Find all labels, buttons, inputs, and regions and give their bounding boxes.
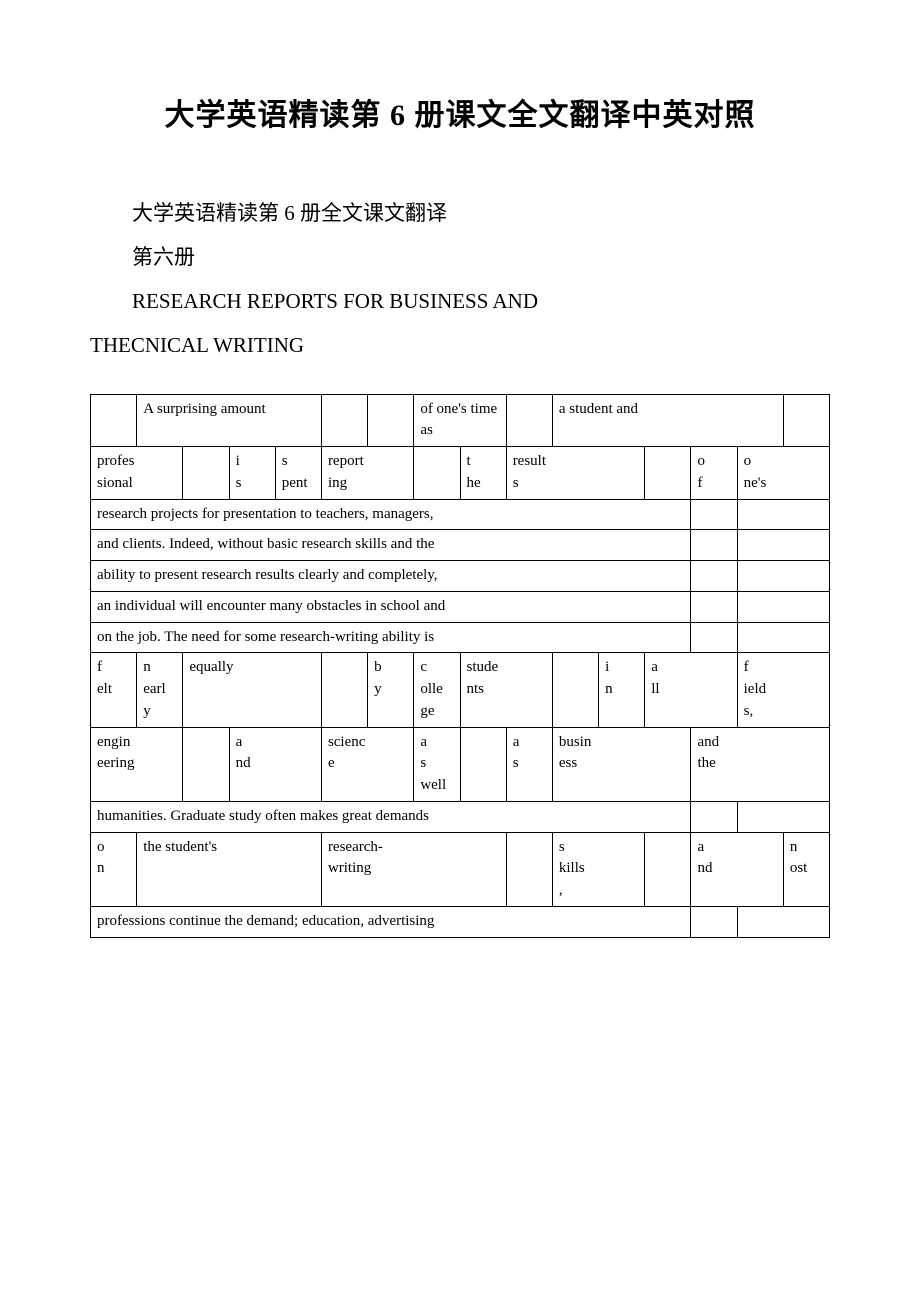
table-cell [91, 394, 137, 447]
table-cell [691, 530, 737, 561]
table-cell [645, 832, 691, 906]
table-cell: stude nts [460, 653, 552, 727]
table-cell [691, 906, 737, 937]
table-cell [737, 499, 829, 530]
table-cell [321, 653, 367, 727]
table-cell [737, 530, 829, 561]
table-cell: o f [691, 447, 737, 500]
table-cell: research- writing [321, 832, 506, 906]
table-cell [737, 906, 829, 937]
table-cell: report ing [321, 447, 413, 500]
table-cell [691, 622, 737, 653]
table-cell: o ne's [737, 447, 829, 500]
table-cell: i s [229, 447, 275, 500]
table-row: engin eering a nd scienc e a s well a s … [91, 727, 830, 801]
table-cell [737, 801, 829, 832]
table-cell: i n [599, 653, 645, 727]
table-cell [691, 499, 737, 530]
table-cell: and the [691, 727, 830, 801]
table-cell: f elt [91, 653, 137, 727]
table-cell: a nd [691, 832, 783, 906]
table-row: profes sional i s s pent report ing t he… [91, 447, 830, 500]
table-row: and clients. Indeed, without basic resea… [91, 530, 830, 561]
table-cell: engin eering [91, 727, 183, 801]
table-cell: b y [368, 653, 414, 727]
table-cell: s kills , [552, 832, 644, 906]
table-cell [183, 447, 229, 500]
table-cell: s pent [275, 447, 321, 500]
table-cell [460, 727, 506, 801]
table-cell: a s [506, 727, 552, 801]
table-cell: result s [506, 447, 645, 500]
table-cell: t he [460, 447, 506, 500]
table-cell: scienc e [321, 727, 413, 801]
table-cell: n earl y [137, 653, 183, 727]
table-row: ability to present research results clea… [91, 561, 830, 592]
table-cell [737, 591, 829, 622]
table-cell [737, 561, 829, 592]
table-cell: a s well [414, 727, 460, 801]
table-cell [368, 394, 414, 447]
table-row: an individual will encounter many obstac… [91, 591, 830, 622]
table-cell [691, 561, 737, 592]
paragraph-1: 大学英语精读第 6 册全文课文翻译 [90, 194, 830, 234]
table-row: humanities. Graduate study often makes g… [91, 801, 830, 832]
table-cell [737, 622, 829, 653]
table-cell: professions continue the demand; educati… [91, 906, 691, 937]
paragraph-3: RESEARCH REPORTS FOR BUSINESS AND [90, 282, 830, 322]
table-row: professions continue the demand; educati… [91, 906, 830, 937]
table-cell: busin ess [552, 727, 691, 801]
table: A surprising amount of one's time as a s… [90, 394, 830, 938]
table-cell: ability to present research results clea… [91, 561, 691, 592]
table-cell [414, 447, 460, 500]
table-cell: the student's [137, 832, 322, 906]
table-cell: of one's time as [414, 394, 506, 447]
table-cell [321, 394, 367, 447]
table-cell: a nd [229, 727, 321, 801]
table-cell: equally [183, 653, 322, 727]
table-row: A surprising amount of one's time as a s… [91, 394, 830, 447]
table-cell: f ield s, [737, 653, 829, 727]
table-cell [183, 727, 229, 801]
page-title: 大学英语精读第 6 册课文全文翻译中英对照 [90, 90, 830, 134]
table-cell [506, 832, 552, 906]
table-cell [645, 447, 691, 500]
table-cell: a ll [645, 653, 737, 727]
fragmented-text-table: A surprising amount of one's time as a s… [90, 394, 830, 938]
table-row: research projects for presentation to te… [91, 499, 830, 530]
table-cell: a student and [552, 394, 783, 447]
table-cell: research projects for presentation to te… [91, 499, 691, 530]
table-row: f elt n earl y equally b y c olle ge stu… [91, 653, 830, 727]
table-cell: humanities. Graduate study often makes g… [91, 801, 691, 832]
table-cell: profes sional [91, 447, 183, 500]
table-cell [783, 394, 829, 447]
paragraph-4: THECNICAL WRITING [90, 326, 830, 366]
table-cell: and clients. Indeed, without basic resea… [91, 530, 691, 561]
paragraph-2: 第六册 [90, 238, 830, 278]
table-cell: an individual will encounter many obstac… [91, 591, 691, 622]
table-cell: c olle ge [414, 653, 460, 727]
table-cell [506, 394, 552, 447]
table-cell [691, 801, 737, 832]
table-cell [552, 653, 598, 727]
table-cell [691, 591, 737, 622]
table-cell: on the job. The need for some research-w… [91, 622, 691, 653]
table-cell: o n [91, 832, 137, 906]
table-row: o n the student's research- writing s ki… [91, 832, 830, 906]
table-row: on the job. The need for some research-w… [91, 622, 830, 653]
table-cell: n ost [783, 832, 829, 906]
table-cell: A surprising amount [137, 394, 322, 447]
